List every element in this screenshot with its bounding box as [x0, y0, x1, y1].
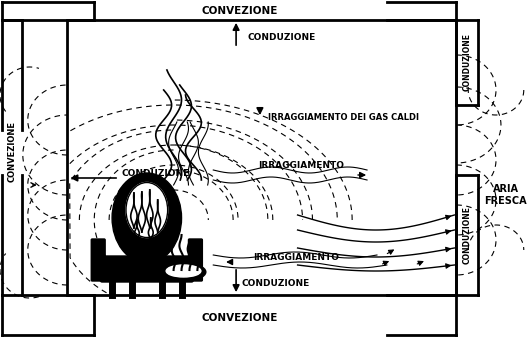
FancyBboxPatch shape: [100, 256, 194, 282]
Text: CONDUZIONE: CONDUZIONE: [463, 33, 472, 91]
Text: IRRAGGIAMENTO: IRRAGGIAMENTO: [258, 161, 344, 169]
Text: CONVEZIONE: CONVEZIONE: [7, 121, 16, 182]
Ellipse shape: [112, 173, 181, 263]
Text: ARIA
FRESCA: ARIA FRESCA: [485, 184, 527, 206]
Text: CONDUZIONE: CONDUZIONE: [463, 206, 472, 264]
Text: CONVEZIONE: CONVEZIONE: [202, 313, 278, 323]
Text: CONVEZIONE: CONVEZIONE: [202, 6, 278, 16]
Text: CONDUZIONE: CONDUZIONE: [248, 33, 316, 43]
Bar: [68, 20, 456, 295]
Ellipse shape: [161, 263, 206, 281]
Text: IRRAGGIAMENTO DEI GAS CALDI: IRRAGGIAMENTO DEI GAS CALDI: [268, 114, 419, 122]
FancyBboxPatch shape: [92, 239, 105, 281]
Ellipse shape: [126, 182, 168, 237]
Ellipse shape: [166, 265, 201, 277]
FancyBboxPatch shape: [188, 239, 202, 281]
Text: CONDUZIONE: CONDUZIONE: [121, 168, 189, 178]
Text: IRRAGGIAMENTO: IRRAGGIAMENTO: [253, 253, 339, 263]
Text: CONDUZIONE: CONDUZIONE: [241, 279, 309, 287]
